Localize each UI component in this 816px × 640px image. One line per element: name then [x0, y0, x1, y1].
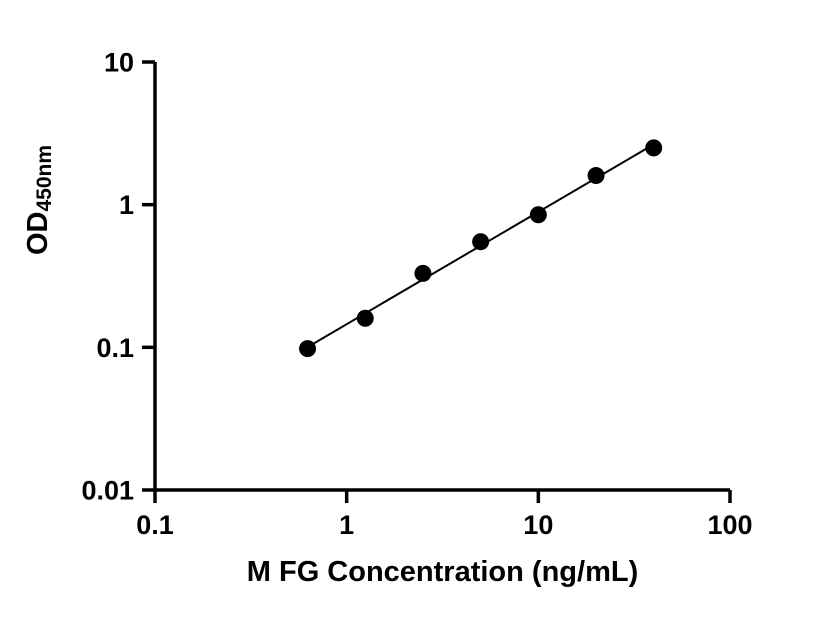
y-axis-title-subscript: 450nm [33, 144, 56, 212]
x-tick-label: 100 [707, 510, 752, 540]
y-tick-label: 0.01 [81, 476, 134, 506]
y-axis-title: OD450nm [18, 100, 58, 300]
data-point [299, 340, 317, 358]
data-point [472, 233, 490, 251]
y-tick-label: 10 [104, 48, 134, 78]
y-tick-label: 1 [119, 190, 134, 220]
data-point [356, 309, 374, 327]
x-axis-title: M FG Concentration (ng/mL) [246, 556, 639, 588]
x-tick-label: 1 [339, 510, 354, 540]
y-tick-label: 0.1 [96, 333, 134, 363]
x-tick-label: 10 [523, 510, 553, 540]
data-point [414, 264, 432, 282]
data-point [645, 139, 663, 157]
data-point [529, 206, 547, 224]
x-tick-label: 0.1 [136, 510, 174, 540]
y-axis-title-main: OD [22, 211, 54, 256]
axes-frame [153, 62, 730, 492]
data-point [587, 167, 605, 185]
